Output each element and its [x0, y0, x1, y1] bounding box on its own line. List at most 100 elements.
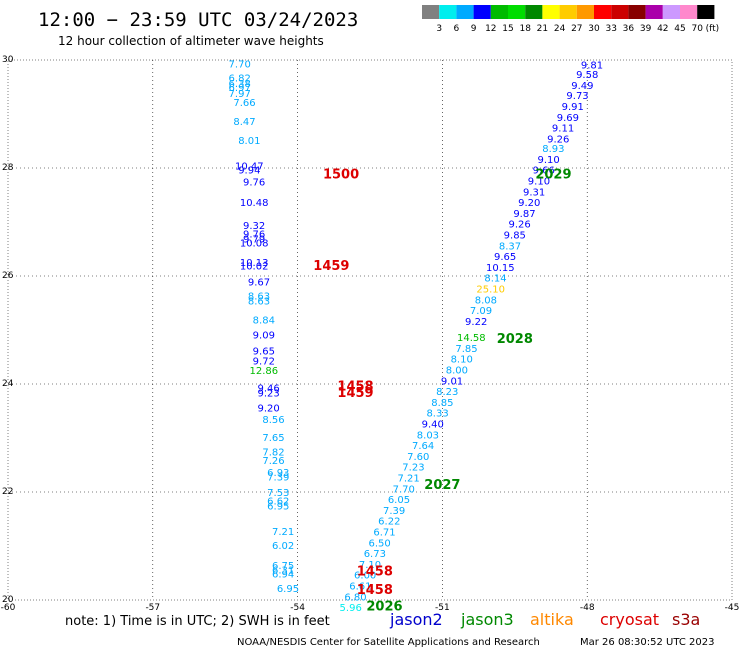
- satellite-legend: jason2 jason3 altika cryosat s3a: [389, 610, 700, 629]
- satellite-legend-item: jason2: [389, 610, 443, 629]
- y-tick-label: 26: [2, 271, 14, 281]
- pass-time-label: 2027: [424, 478, 460, 493]
- wave-height-point: 6.95: [267, 502, 289, 513]
- wave-height-point: 10.48: [240, 198, 269, 209]
- wave-height-point: 8.63: [248, 296, 270, 307]
- wave-height-point: 9.31: [523, 187, 545, 198]
- wave-height-point: 9.58: [576, 70, 598, 81]
- wave-height-point: 8.10: [451, 355, 473, 366]
- wave-height-point: 5.96: [340, 603, 362, 614]
- satellite-legend-item: cryosat: [600, 610, 659, 629]
- wave-height-values: 7.706.826.386.977.977.668.478.0110.479.9…: [229, 59, 604, 614]
- wave-height-point: 7.65: [262, 433, 284, 444]
- wave-height-point: 12.86: [249, 366, 278, 377]
- grid-lines: [8, 60, 732, 600]
- x-tick-label: -51: [435, 603, 450, 613]
- scale-swatch: [542, 5, 560, 19]
- wave-height-point: 6.38: [229, 79, 251, 90]
- wave-height-point: 9.85: [504, 231, 526, 242]
- wave-height-point: 6.02: [272, 541, 294, 552]
- wave-height-point: 9.40: [422, 420, 444, 431]
- wave-height-point: 10.47: [235, 161, 264, 172]
- pass-time-label: 2026: [366, 599, 402, 614]
- timestamp-text: Mar 26 08:30:52 UTC 2023: [580, 637, 715, 648]
- wave-height-point: 9.20: [518, 198, 540, 209]
- wave-height-point: 9.65: [253, 347, 275, 358]
- scale-label: 30: [588, 24, 600, 34]
- scale-label: 3: [436, 24, 442, 34]
- note-text: note: 1) Time is in UTC; 2) SWH is in fe…: [65, 614, 330, 629]
- wave-height-point: 6.71: [373, 528, 395, 539]
- satellite-legend-item: s3a: [672, 610, 700, 629]
- wave-height-point: 8.93: [542, 144, 564, 155]
- scale-swatch: [680, 5, 698, 19]
- wave-height-point: 8.85: [431, 398, 453, 409]
- scale-swatch: [611, 5, 629, 19]
- wave-height-point: 8.01: [238, 136, 260, 147]
- scale-label: 21: [537, 24, 548, 34]
- wave-height-point: 9.23: [258, 389, 280, 400]
- wave-height-point: 14.58: [457, 333, 486, 344]
- wave-height-point: 8.00: [446, 366, 468, 377]
- wave-height-point: 9.94: [238, 166, 260, 177]
- pass-time-label: 1459: [337, 386, 373, 401]
- wave-height-point: 7.60: [407, 452, 429, 463]
- scale-label: 6: [454, 24, 460, 34]
- wave-height-point: 6.97: [229, 83, 251, 94]
- scale-swatch: [594, 5, 612, 19]
- wave-height-point: 8.23: [436, 387, 458, 398]
- wave-height-point: 9.10: [528, 177, 550, 188]
- scale-unit: (ft): [706, 24, 720, 34]
- wave-height-point: 8.33: [426, 409, 448, 420]
- y-tick-label: 30: [2, 55, 14, 65]
- wave-height-point: 9.22: [465, 317, 487, 328]
- wave-height-point: 6.62: [267, 497, 289, 508]
- color-scale-legend: 3 6 9 12 15 18 21 24 27 30 33 36 39 42 45 70 (ft): [422, 5, 719, 34]
- scale-label: 27: [571, 24, 582, 34]
- scale-label: 18: [519, 24, 531, 34]
- y-tick-label: 20: [2, 595, 14, 605]
- x-tick-label: -45: [725, 603, 740, 613]
- wave-height-point: 9.11: [552, 124, 574, 135]
- wave-height-point: 9.01: [441, 376, 463, 387]
- chart-subtitle: 12 hour collection of altimeter wave hei…: [58, 34, 324, 48]
- wave-height-point: 6.93: [267, 468, 289, 479]
- wave-height-point: 25.10: [476, 285, 505, 296]
- wave-height-point: 9.76: [243, 178, 265, 189]
- x-tick-label: -54: [290, 603, 305, 613]
- scale-swatch: [559, 5, 577, 19]
- wave-height-point: 7.70: [229, 59, 251, 70]
- scale-label: 12: [485, 24, 496, 34]
- wave-height-point: 6.80: [344, 592, 366, 603]
- scale-swatch: [645, 5, 663, 19]
- pass-time-label: 1458: [357, 583, 393, 598]
- credit-text: NOAA/NESDIS Center for Satellite Applica…: [237, 637, 540, 648]
- wave-height-point: 6.00: [354, 571, 376, 582]
- wave-height-point: 7.21: [397, 474, 419, 485]
- scale-label: 45: [674, 24, 685, 34]
- pass-time-label: 1500: [323, 167, 359, 182]
- scale-swatch: [490, 5, 508, 19]
- wave-height-point: 8.84: [253, 315, 275, 326]
- wave-height-point: 7.53: [267, 488, 289, 499]
- wave-height-point: 9.26: [547, 134, 569, 145]
- scale-swatch: [456, 5, 474, 19]
- scale-swatch: [525, 5, 543, 19]
- y-tick-label: 24: [2, 379, 14, 389]
- wave-height-point: 9.67: [248, 277, 270, 288]
- wave-height-point: 9.81: [581, 60, 603, 71]
- wave-height-point: 9.10: [537, 155, 559, 166]
- wave-height-point: 6.82: [229, 73, 251, 84]
- wave-height-point: 8.63: [248, 292, 270, 303]
- scale-label: 39: [640, 24, 652, 34]
- wave-height-point: 8.47: [233, 117, 255, 128]
- scale-label: 36: [623, 24, 635, 34]
- pass-time-label: 1459: [313, 259, 349, 274]
- x-tick-label: -57: [145, 603, 160, 613]
- wave-height-point: 6.05: [388, 495, 410, 506]
- wave-height-point: 8.37: [499, 241, 521, 252]
- wave-height-point: 7.82: [262, 448, 284, 459]
- scale-label: 70: [691, 24, 703, 34]
